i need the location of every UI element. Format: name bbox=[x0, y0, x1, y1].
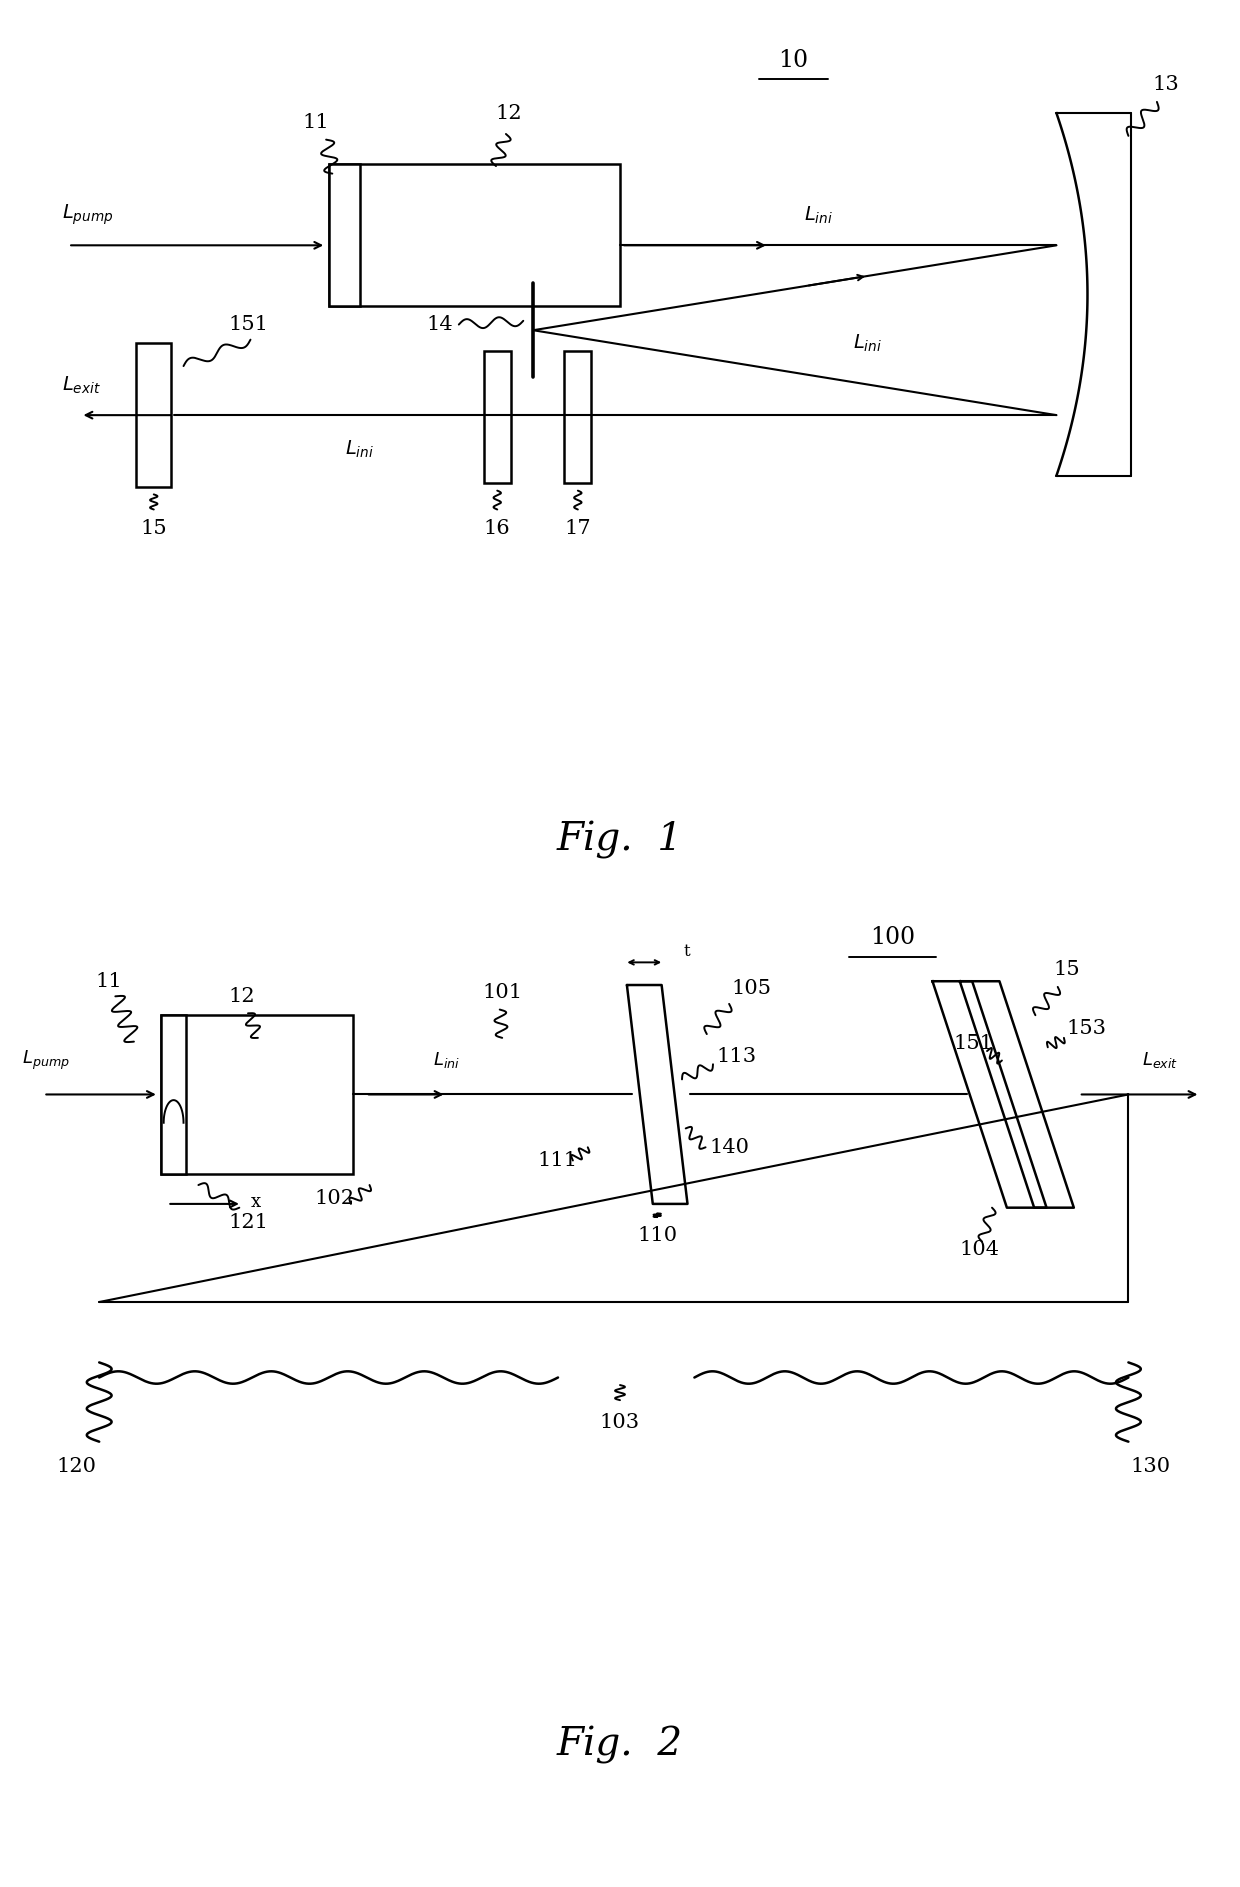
Text: $L_{ini}$: $L_{ini}$ bbox=[853, 332, 883, 355]
Text: 130: 130 bbox=[1131, 1457, 1171, 1476]
Text: 11: 11 bbox=[95, 972, 123, 991]
Bar bbox=[161, 1015, 186, 1174]
Text: $L_{ini}$: $L_{ini}$ bbox=[345, 438, 374, 460]
Bar bbox=[484, 351, 511, 483]
Text: x: x bbox=[250, 1193, 260, 1211]
Text: 111: 111 bbox=[538, 1151, 578, 1170]
Text: $L_{ini}$: $L_{ini}$ bbox=[804, 204, 833, 226]
Text: 102: 102 bbox=[315, 1189, 355, 1208]
Text: 15: 15 bbox=[1053, 960, 1080, 979]
Text: 105: 105 bbox=[732, 979, 771, 998]
Text: 17: 17 bbox=[564, 519, 591, 538]
Bar bbox=[329, 164, 360, 306]
Text: $L_{ini}$: $L_{ini}$ bbox=[433, 1051, 460, 1070]
Text: $L_{pump}$: $L_{pump}$ bbox=[22, 1049, 69, 1072]
Text: $L_{pump}$: $L_{pump}$ bbox=[62, 204, 114, 226]
Text: 113: 113 bbox=[717, 1047, 756, 1066]
Text: 153: 153 bbox=[1066, 1019, 1106, 1038]
Text: t: t bbox=[683, 942, 691, 960]
Text: 103: 103 bbox=[600, 1413, 640, 1432]
Text: 120: 120 bbox=[57, 1457, 97, 1476]
Text: $L_{exit}$: $L_{exit}$ bbox=[62, 374, 100, 396]
Bar bbox=[136, 343, 171, 487]
Text: 12: 12 bbox=[228, 987, 255, 1006]
Bar bbox=[564, 351, 591, 483]
Text: 11: 11 bbox=[303, 113, 330, 132]
Bar bbox=[161, 1015, 353, 1174]
Text: 12: 12 bbox=[495, 104, 522, 123]
Text: Fig.  1: Fig. 1 bbox=[557, 821, 683, 859]
Text: 151: 151 bbox=[228, 315, 268, 334]
Text: 121: 121 bbox=[228, 1213, 268, 1232]
Text: 10: 10 bbox=[779, 49, 808, 72]
Text: 13: 13 bbox=[1152, 75, 1179, 94]
Text: 14: 14 bbox=[427, 315, 454, 334]
Text: 16: 16 bbox=[484, 519, 511, 538]
Text: 104: 104 bbox=[960, 1240, 999, 1259]
Text: 110: 110 bbox=[637, 1227, 677, 1245]
Text: 151: 151 bbox=[954, 1034, 993, 1053]
Bar bbox=[329, 164, 620, 306]
Text: 140: 140 bbox=[709, 1138, 749, 1157]
Text: 100: 100 bbox=[870, 927, 915, 949]
Text: 15: 15 bbox=[140, 519, 167, 538]
Text: 101: 101 bbox=[482, 983, 522, 1002]
Text: $L_{exit}$: $L_{exit}$ bbox=[1142, 1051, 1178, 1070]
Text: Fig.  2: Fig. 2 bbox=[557, 1727, 683, 1764]
